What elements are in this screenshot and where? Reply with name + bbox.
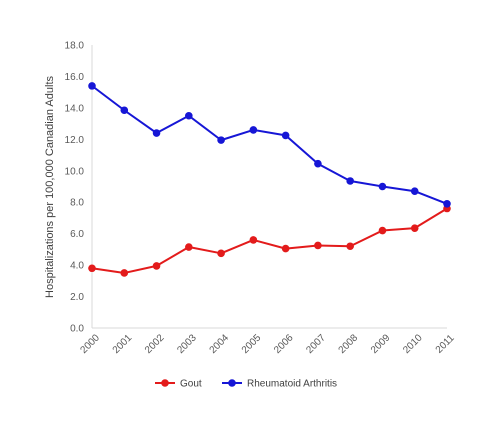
data-point (152, 129, 161, 137)
x-tick-label: 2005 (240, 332, 264, 356)
y-tick-label: 8.0 (70, 198, 84, 209)
x-tick-label: 2003 (175, 332, 199, 356)
data-point (88, 82, 96, 90)
data-point (120, 269, 129, 277)
data-point (281, 244, 290, 253)
x-tick-label: 2006 (272, 332, 296, 356)
data-point (314, 159, 322, 168)
series-rheumatoid-arthritis (88, 82, 451, 208)
data-point (185, 243, 193, 251)
x-tick-label: 2004 (208, 332, 232, 356)
data-point (346, 177, 354, 185)
legend-label: Rheumatoid Arthritis (247, 379, 337, 390)
data-point (410, 187, 419, 196)
data-point (152, 262, 161, 270)
y-tick-label: 18.0 (65, 41, 85, 52)
data-point (314, 241, 322, 250)
legend-swatch-marker (161, 379, 169, 387)
x-tick-label: 2009 (369, 332, 393, 356)
legend-swatch-marker (228, 379, 236, 387)
x-tick-label: 2011 (434, 332, 457, 355)
data-point (217, 136, 225, 144)
data-point (185, 111, 193, 120)
data-point (120, 106, 129, 115)
y-tick-label: 4.0 (70, 261, 84, 272)
y-tick-label: 0.0 (70, 324, 84, 335)
x-tick-label: 2010 (401, 332, 425, 356)
y-tick-label: 10.0 (65, 166, 85, 177)
y-tick-label: 6.0 (70, 229, 84, 240)
series-layer (88, 82, 451, 277)
data-point (378, 226, 387, 235)
data-point (249, 236, 258, 244)
data-point (346, 242, 354, 251)
axes: 0.0 2.0 4.0 6.0 8.0 10.0 12.0 14.0 16.0 18.0 2000 2… (65, 41, 457, 356)
series-gout (88, 204, 451, 277)
y-axis-label: Hospitalizations per 100,000 Canadian Ad… (44, 76, 56, 298)
y-tick-label: 16.0 (65, 72, 85, 83)
data-point (378, 182, 387, 191)
series-line (91, 85, 448, 205)
data-point (281, 131, 290, 140)
y-tick-label: 12.0 (65, 135, 85, 146)
legend-item: Gout (155, 379, 202, 390)
y-tick-label: 2.0 (70, 292, 84, 303)
data-point (217, 249, 225, 258)
data-point (88, 264, 96, 273)
x-tick-label: 2008 (337, 332, 361, 356)
y-tick-label: 14.0 (65, 103, 85, 114)
data-point (249, 126, 258, 134)
data-point (443, 199, 451, 208)
x-tick-label: 2002 (143, 332, 167, 356)
legend-item: Rheumatoid Arthritis (222, 379, 337, 390)
x-tick-label: 2000 (78, 332, 102, 356)
legend-label: Gout (180, 379, 202, 390)
x-tick-label: 2001 (111, 332, 135, 356)
data-point (410, 224, 419, 232)
x-tick-label: 2007 (304, 332, 328, 356)
series-line (91, 207, 448, 274)
legend: Gout Rheumatoid Arthritis (155, 379, 337, 390)
